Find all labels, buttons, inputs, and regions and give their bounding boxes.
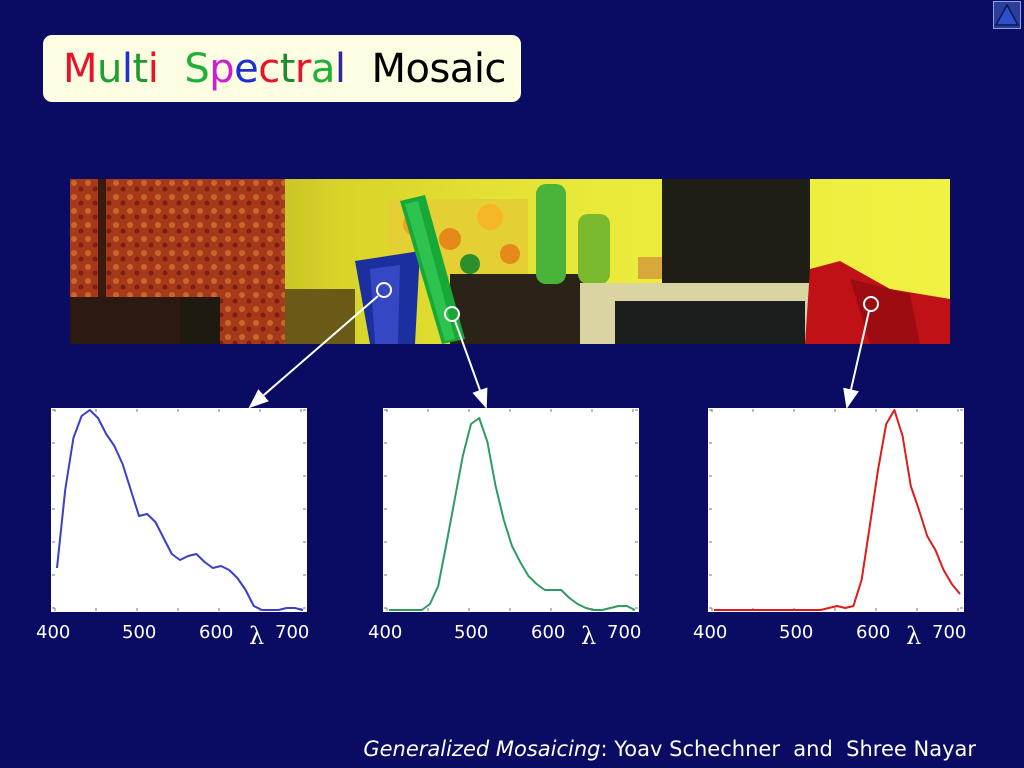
spectrum-plot-green — [383, 408, 639, 612]
spectrum-line — [56, 409, 304, 611]
title-letter: c — [258, 45, 280, 92]
x-tick-label: 400 — [368, 622, 403, 643]
title-letter: e — [234, 45, 259, 92]
title-letter: t — [132, 45, 149, 92]
x-axis-label-lambda: λ — [249, 622, 265, 650]
mosaic-photo — [70, 179, 950, 344]
spectrum-line — [389, 417, 636, 611]
title-letter: r — [294, 45, 311, 92]
footer-authors: : Yoav Schechner and Shree Nayar — [600, 737, 976, 761]
footer-citation: Generalized Mosaicing: Yoav Schechner an… — [363, 737, 976, 761]
nav-home-button[interactable] — [993, 1, 1021, 29]
x-axis-label-lambda: λ — [581, 622, 597, 650]
x-axis-label-lambda: λ — [906, 622, 922, 650]
x-tick-label: 600 — [531, 622, 566, 643]
footer-italic: Generalized Mosaicing — [363, 737, 601, 761]
title-letter: l — [334, 45, 346, 92]
title-letter: a — [310, 45, 336, 92]
title-mosaic: Mosaic — [371, 45, 506, 92]
title-letter: l — [121, 45, 133, 92]
x-tick-label: 500 — [779, 622, 814, 643]
title-letter: S — [184, 45, 210, 92]
title-letter: p — [209, 45, 235, 92]
title-box: Multi Spectral Mosaic — [43, 35, 521, 102]
spectrum-plot-blue — [51, 408, 307, 612]
x-tick-label: 700 — [932, 622, 967, 643]
x-tick-label: 600 — [199, 622, 234, 643]
title-letter: u — [97, 45, 122, 92]
title-letter: t — [279, 45, 296, 92]
x-tick-label: 400 — [693, 622, 728, 643]
x-tick-label: 700 — [275, 622, 310, 643]
title-multispectral: Multi Spectral — [63, 45, 346, 92]
x-tick-label: 400 — [36, 622, 71, 643]
triangle-up-icon — [994, 3, 1020, 26]
x-tick-label: 700 — [607, 622, 642, 643]
title-letter: M — [63, 45, 98, 92]
title-letter: i — [147, 45, 159, 92]
x-tick-label: 500 — [454, 622, 489, 643]
spectrum-line — [714, 409, 961, 611]
x-tick-label: 600 — [856, 622, 891, 643]
spectrum-plot-red — [708, 408, 964, 612]
x-tick-label: 500 — [122, 622, 157, 643]
